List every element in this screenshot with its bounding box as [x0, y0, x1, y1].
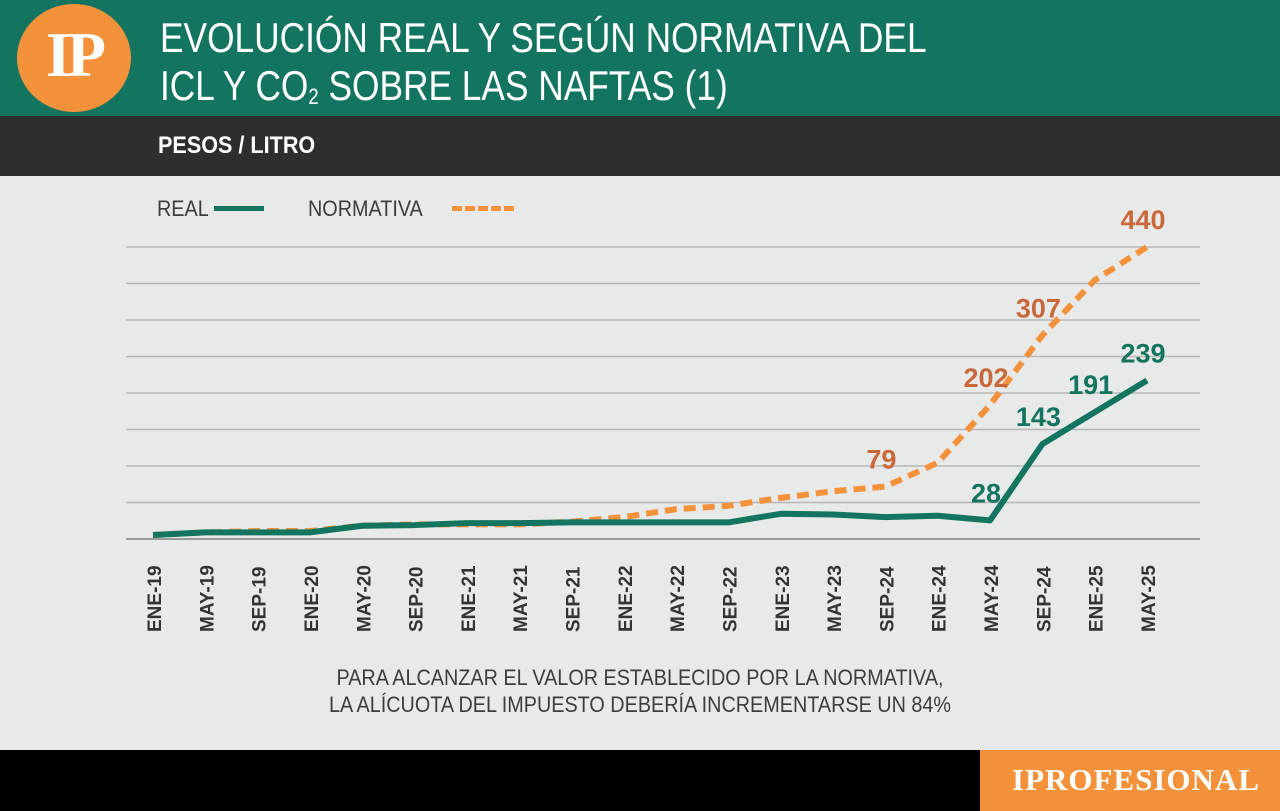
title-line-2-start: ICL Y CO: [160, 62, 309, 109]
data-label-real: 239: [1120, 338, 1165, 368]
title-subscript: 2: [308, 84, 319, 109]
x-tick-label: ENE-25: [1087, 565, 1108, 632]
x-tick-label: ENE-20: [302, 565, 323, 632]
ip-logo: IP: [17, 4, 131, 112]
x-tick-label: ENE-23: [773, 565, 794, 632]
header-bar: [0, 0, 1280, 116]
x-tick-label: SEP-21: [564, 566, 585, 632]
x-tick-label: MAY-23: [825, 565, 846, 632]
legend-normativa-label: NORMATIVA: [308, 196, 423, 221]
data-label-real: 191: [1068, 370, 1113, 400]
x-tick-label: SEP-24: [877, 566, 898, 632]
data-label-normativa: 79: [866, 445, 896, 475]
x-tick-label: MAY-20: [354, 565, 375, 632]
note-line-1: PARA ALCANZAR EL VALOR ESTABLECIDO POR L…: [336, 665, 944, 690]
data-label-normativa: 202: [964, 363, 1009, 393]
data-label-normativa: 307: [1016, 293, 1061, 323]
x-tick-label: MAY-24: [982, 565, 1003, 632]
x-tick-label: ENE-21: [459, 565, 480, 632]
x-tick-label: ENE-19: [145, 565, 166, 632]
data-label-real: 28: [971, 478, 1001, 508]
unit-label: PESOS / LITRO: [158, 132, 316, 159]
note-line-2: LA ALÍCUOTA DEL IMPUESTO DEBERÍA INCREME…: [328, 692, 952, 717]
x-tick-label: ENE-24: [930, 565, 951, 632]
legend-real-label: REAL: [157, 196, 209, 221]
title-line-2: ICL Y CO2 SOBRE LAS NAFTAS (1): [160, 62, 927, 121]
legend-real-swatch: [214, 206, 264, 211]
chart-title: EVOLUCIÓN REAL Y SEGÚN NORMATIVA DEL ICL…: [160, 14, 927, 121]
title-line-2-end: SOBRE LAS NAFTAS (1): [318, 62, 728, 109]
legend-normativa-swatch: [452, 206, 514, 211]
x-tick-label: ENE-22: [616, 565, 637, 632]
brand-name: IPROFESIONAL: [1012, 762, 1260, 797]
x-tick-label: MAY-21: [511, 565, 532, 632]
series-line-normativa: [152, 244, 1149, 539]
x-tick-label: MAY-25: [1139, 565, 1160, 632]
x-tick-label: MAY-19: [197, 565, 218, 632]
x-tick-label: MAY-22: [668, 565, 689, 632]
x-tick-label: SEP-19: [250, 567, 271, 632]
x-tick-label: SEP-20: [407, 567, 428, 632]
data-label-normativa: 440: [1120, 205, 1165, 235]
brand-box[interactable]: IPROFESIONAL: [980, 750, 1280, 811]
unit-bar: PESOS / LITRO: [0, 116, 1280, 176]
x-tick-label: SEP-22: [720, 567, 741, 632]
data-label-real: 143: [1016, 402, 1061, 432]
series-line-real: [152, 377, 1149, 539]
title-line-1: EVOLUCIÓN REAL Y SEGÚN NORMATIVA DEL: [160, 14, 927, 61]
logo-text: IP: [46, 19, 106, 90]
x-tick-label: SEP-24: [1034, 566, 1055, 632]
